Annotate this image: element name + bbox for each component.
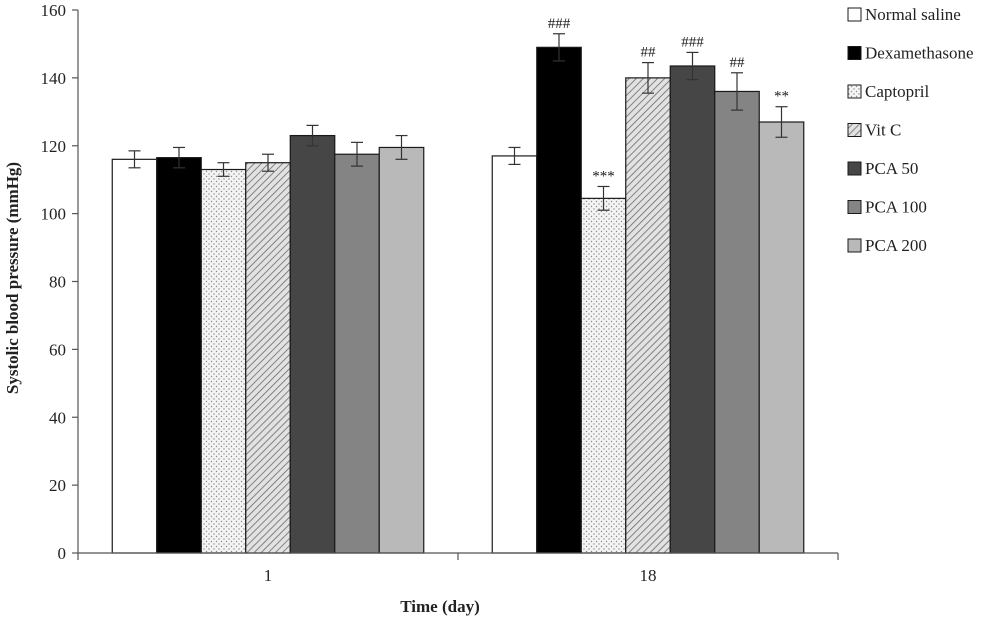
bar [625, 77, 671, 554]
legend-swatch [847, 200, 862, 214]
error-bar [217, 162, 230, 177]
x-tick-label: 1 [264, 566, 273, 585]
legend-label: Dexamethasone [865, 44, 974, 63]
error-bar [686, 51, 699, 81]
legend-label: PCA 200 [865, 236, 927, 255]
legend-item: Dexamethasone [847, 44, 974, 63]
error-bar [351, 141, 363, 167]
legend-label: Normal saline [865, 5, 961, 24]
bar [245, 162, 291, 554]
legend-item: PCA 50 [847, 159, 918, 178]
bar [289, 134, 336, 554]
bar [536, 46, 582, 554]
bar [378, 146, 425, 554]
significance-labels: ###***#######** [548, 16, 789, 185]
error-bar [597, 185, 610, 211]
error-bar [731, 72, 743, 111]
error-bars [128, 33, 788, 211]
bars [111, 46, 805, 554]
y-tick-label: 60 [49, 340, 66, 359]
y-tick-label: 120 [41, 137, 67, 156]
legend-label: Captopril [865, 82, 929, 101]
significance-label: ## [730, 55, 746, 71]
y-tick-label: 140 [41, 69, 67, 88]
error-bar [553, 33, 565, 62]
bar [758, 121, 805, 554]
y-tick-label: 20 [49, 476, 66, 495]
legend-item: Captopril [847, 82, 929, 101]
y-axis-ticks: 0 20 40 60 80 100 120 140 160 [41, 1, 78, 563]
legend-label: PCA 50 [865, 159, 918, 178]
legend: Normal saline Dexamethasone Captopril Vit C… [847, 5, 974, 255]
significance-label: ### [681, 34, 704, 50]
error-bar [306, 124, 319, 147]
bar [669, 65, 716, 554]
y-tick-label: 0 [58, 544, 67, 563]
significance-label: *** [592, 168, 615, 184]
bar [714, 90, 760, 554]
bar [580, 197, 627, 554]
legend-label: Vit C [865, 121, 901, 140]
legend-item: PCA 200 [847, 236, 927, 255]
legend-item: PCA 100 [847, 198, 927, 217]
legend-item: Normal saline [847, 5, 961, 24]
bar [200, 168, 247, 554]
bar [491, 155, 538, 554]
significance-label: ### [548, 16, 571, 32]
y-axis-title: Systolic blood pressure (mmHg) [3, 162, 22, 394]
error-bar [128, 150, 141, 169]
legend-swatch [847, 161, 862, 176]
bar [111, 158, 158, 554]
x-axis-ticks: 1 18 [77, 553, 839, 585]
legend-swatch [847, 238, 862, 253]
bar [156, 157, 202, 554]
error-bar [395, 134, 408, 160]
legend-swatch [847, 123, 862, 137]
error-bar [775, 106, 788, 138]
legend-item: Vit C [847, 121, 901, 140]
bar [334, 153, 380, 554]
error-bar [173, 146, 185, 169]
legend-swatch [847, 84, 862, 99]
legend-swatch [847, 7, 862, 22]
significance-label: ** [774, 89, 789, 105]
legend-label: PCA 100 [865, 198, 927, 217]
y-tick-label: 100 [41, 205, 67, 224]
x-axis-title: Time (day) [400, 597, 480, 616]
y-tick-label: 160 [41, 1, 67, 20]
y-tick-label: 80 [49, 273, 66, 292]
legend-swatch [847, 46, 862, 60]
y-tick-label: 40 [49, 408, 66, 427]
error-bar [262, 153, 274, 172]
significance-label: ## [641, 45, 657, 61]
error-bar [642, 62, 654, 94]
x-tick-label: 18 [640, 566, 657, 585]
error-bar [508, 146, 521, 166]
